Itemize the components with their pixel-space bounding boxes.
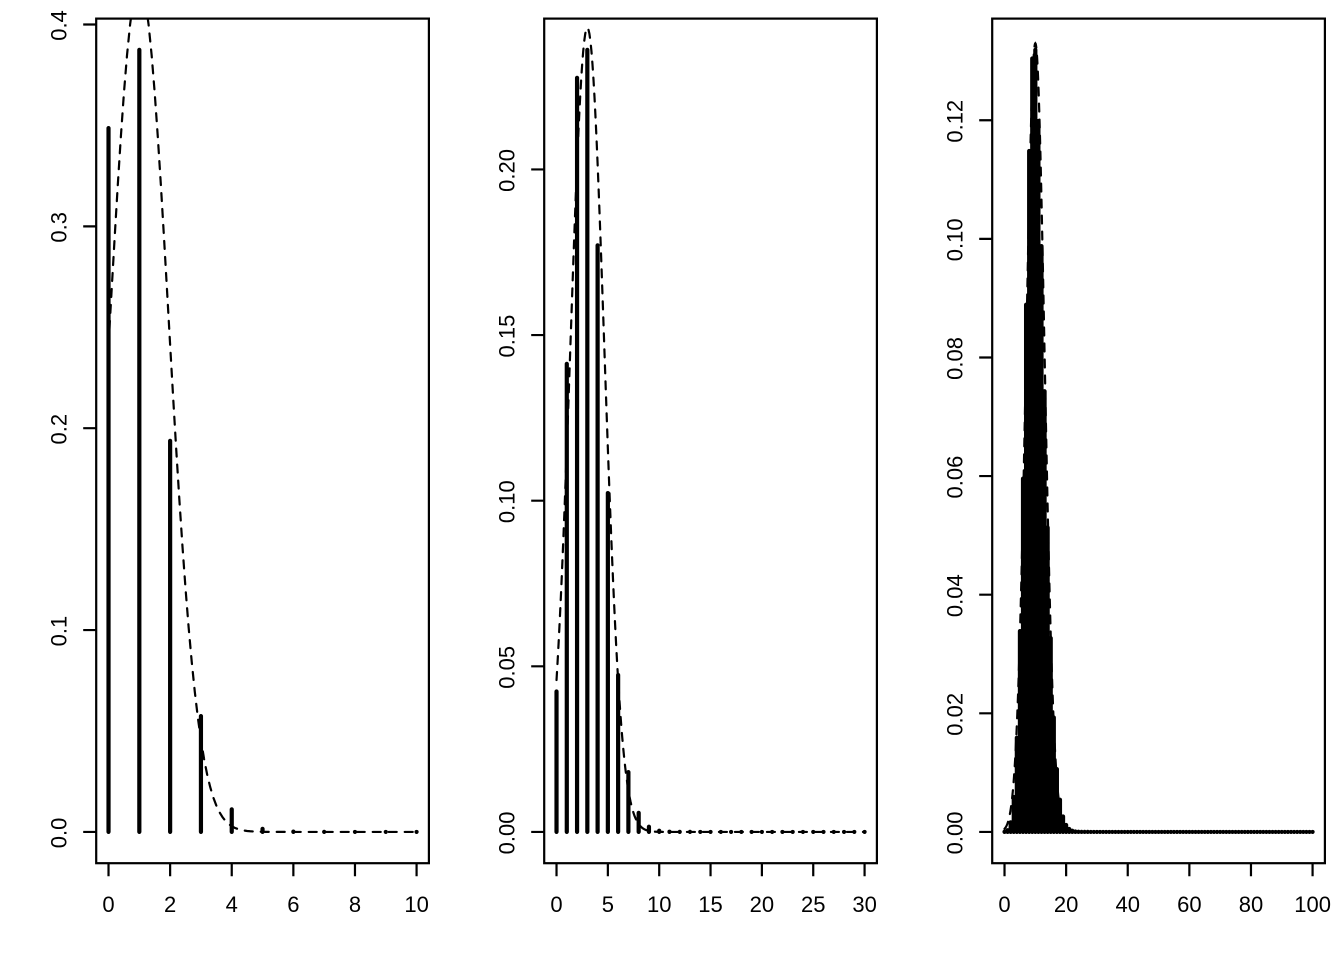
svg-text:0.3: 0.3	[47, 212, 72, 243]
svg-text:0.05: 0.05	[495, 646, 520, 689]
svg-text:0: 0	[998, 892, 1010, 917]
svg-text:2: 2	[164, 892, 176, 917]
svg-text:0.20: 0.20	[495, 149, 520, 192]
svg-text:0.15: 0.15	[495, 315, 520, 358]
svg-text:10: 10	[404, 892, 428, 917]
svg-text:0.4: 0.4	[47, 10, 72, 41]
svg-text:4: 4	[226, 892, 238, 917]
svg-text:30: 30	[852, 892, 876, 917]
svg-text:0.06: 0.06	[943, 456, 968, 499]
svg-text:0: 0	[550, 892, 562, 917]
svg-text:15: 15	[698, 892, 722, 917]
svg-text:20: 20	[1054, 892, 1078, 917]
svg-text:100: 100	[1294, 892, 1331, 917]
svg-text:0.0: 0.0	[47, 818, 72, 849]
svg-text:0.02: 0.02	[943, 693, 968, 736]
svg-text:8: 8	[349, 892, 361, 917]
svg-text:25: 25	[801, 892, 825, 917]
svg-text:0.04: 0.04	[943, 574, 968, 617]
svg-text:80: 80	[1239, 892, 1263, 917]
svg-text:10: 10	[647, 892, 671, 917]
svg-text:60: 60	[1177, 892, 1201, 917]
svg-text:5: 5	[602, 892, 614, 917]
svg-text:0.10: 0.10	[495, 480, 520, 523]
svg-text:0.1: 0.1	[47, 616, 72, 647]
svg-text:0.00: 0.00	[943, 812, 968, 855]
svg-text:0.2: 0.2	[47, 414, 72, 445]
svg-text:6: 6	[287, 892, 299, 917]
svg-text:20: 20	[750, 892, 774, 917]
svg-text:0.00: 0.00	[495, 812, 520, 855]
svg-text:0.10: 0.10	[943, 218, 968, 261]
svg-text:0.12: 0.12	[943, 100, 968, 143]
svg-text:40: 40	[1115, 892, 1139, 917]
svg-text:0.08: 0.08	[943, 337, 968, 380]
svg-text:0: 0	[102, 892, 114, 917]
